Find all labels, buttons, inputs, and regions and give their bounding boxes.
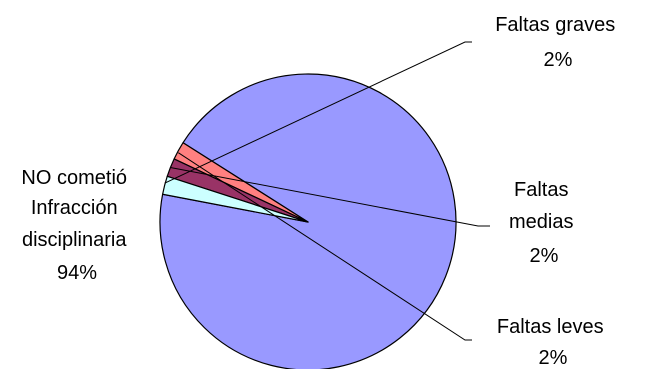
label-faltas-graves-percent: 2%: [544, 49, 573, 71]
leader-line-faltas-graves: [164, 41, 472, 184]
label-no-cometio-percent: 94%: [57, 262, 97, 284]
label-faltas-leves-name: Faltas leves: [497, 316, 604, 338]
label-faltas-medias-line-2: medias: [509, 211, 573, 233]
label-faltas-medias: Faltas medias 2%: [509, 179, 579, 267]
slice-faltas-graves: [162, 175, 309, 223]
label-no-cometio-line-1: NO cometió: [21, 167, 127, 189]
label-faltas-medias-percent: 2%: [530, 245, 559, 267]
pie-slices: [159, 73, 457, 369]
label-no-cometio-line-3: disciplinaria: [22, 229, 127, 251]
label-no-cometio: NO cometió Infracción disciplinaria 94%: [21, 167, 132, 284]
label-faltas-leves-percent: 2%: [539, 347, 568, 369]
label-faltas-medias-line-1: Faltas: [514, 179, 568, 201]
label-faltas-graves: Faltas graves 2%: [495, 14, 621, 71]
label-no-cometio-line-2: Infracción: [31, 197, 118, 219]
leader-line-faltas-leves: [178, 152, 472, 341]
leader-line-faltas-medias: [170, 167, 490, 227]
label-faltas-graves-name: Faltas graves: [495, 14, 615, 36]
label-faltas-leves: Faltas leves 2%: [497, 316, 609, 369]
leader-lines: [164, 41, 490, 341]
